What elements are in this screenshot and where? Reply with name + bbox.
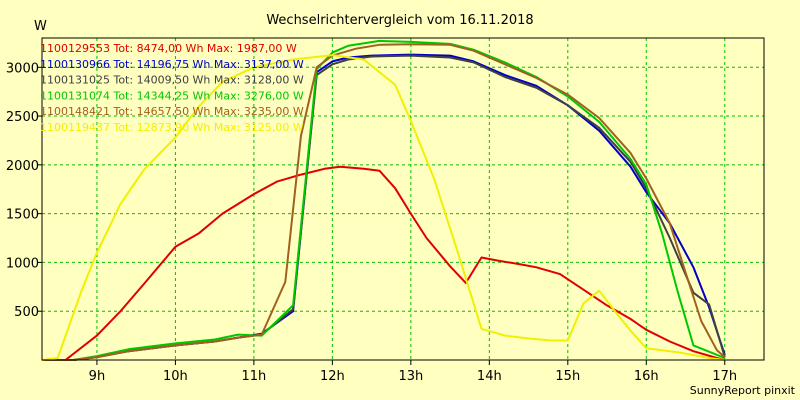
legend-entry-1100148421: 1100148421 Tot: 14657,50 Wh Max: 3235,00… — [40, 105, 304, 118]
legend-entry-1100131025: 1100131025 Tot: 14009,50 Wh Max: 3128,00… — [40, 74, 304, 87]
legend: 1100129553 Tot: 8474,00 Wh Max: 1987,00 … — [40, 42, 304, 134]
series-line-1100131074 — [42, 39, 726, 361]
x-tick-label: 16h — [634, 369, 659, 384]
y-axis-label: W — [34, 19, 47, 34]
x-tick-label: 12h — [320, 369, 345, 384]
legend-entry-1100130966: 1100130966 Tot: 14196,75 Wh Max: 3137,00… — [40, 58, 304, 71]
y-tick-label: 3000 — [6, 61, 39, 76]
tick-labels: 9h 10h 11h 12h 13h 14h 15h 16h 17h 500 1000 1500 200… — [6, 61, 737, 384]
footer-credit: SunnyReport pinxit — [690, 384, 796, 397]
y-tick-label: 1500 — [6, 208, 39, 223]
x-tick-label: 9h — [89, 369, 106, 384]
x-tick-label: 10h — [163, 369, 188, 384]
y-tick-label: 500 — [14, 305, 39, 320]
y-tick-label: 1000 — [6, 256, 39, 271]
series-lines — [41, 39, 726, 361]
x-tick-label: 17h — [712, 369, 737, 384]
series-line-1100129553 — [42, 165, 726, 361]
x-tick-label: 11h — [242, 369, 267, 384]
x-tick-label: 14h — [477, 369, 502, 384]
legend-entry-1100129553: 1100129553 Tot: 8474,00 Wh Max: 1987,00 … — [40, 42, 297, 55]
chart-title: Wechselrichtervergleich vom 16.11.2018 — [266, 13, 533, 28]
legend-entry-1100119437: 1100119437 Tot: 12873,90 Wh Max: 3125,00… — [40, 121, 304, 134]
x-tick-label: 15h — [555, 369, 580, 384]
y-tick-label: 2000 — [6, 159, 39, 174]
series-line-1100119437 — [41, 54, 725, 361]
x-tick-label: 13h — [398, 369, 423, 384]
legend-entry-1100131074: 1100131074 Tot: 14344,25 Wh Max: 3276,00… — [40, 89, 304, 102]
y-tick-label: 2500 — [6, 110, 39, 125]
series-line-1100148421 — [42, 43, 726, 361]
plot-frame — [41, 37, 765, 361]
